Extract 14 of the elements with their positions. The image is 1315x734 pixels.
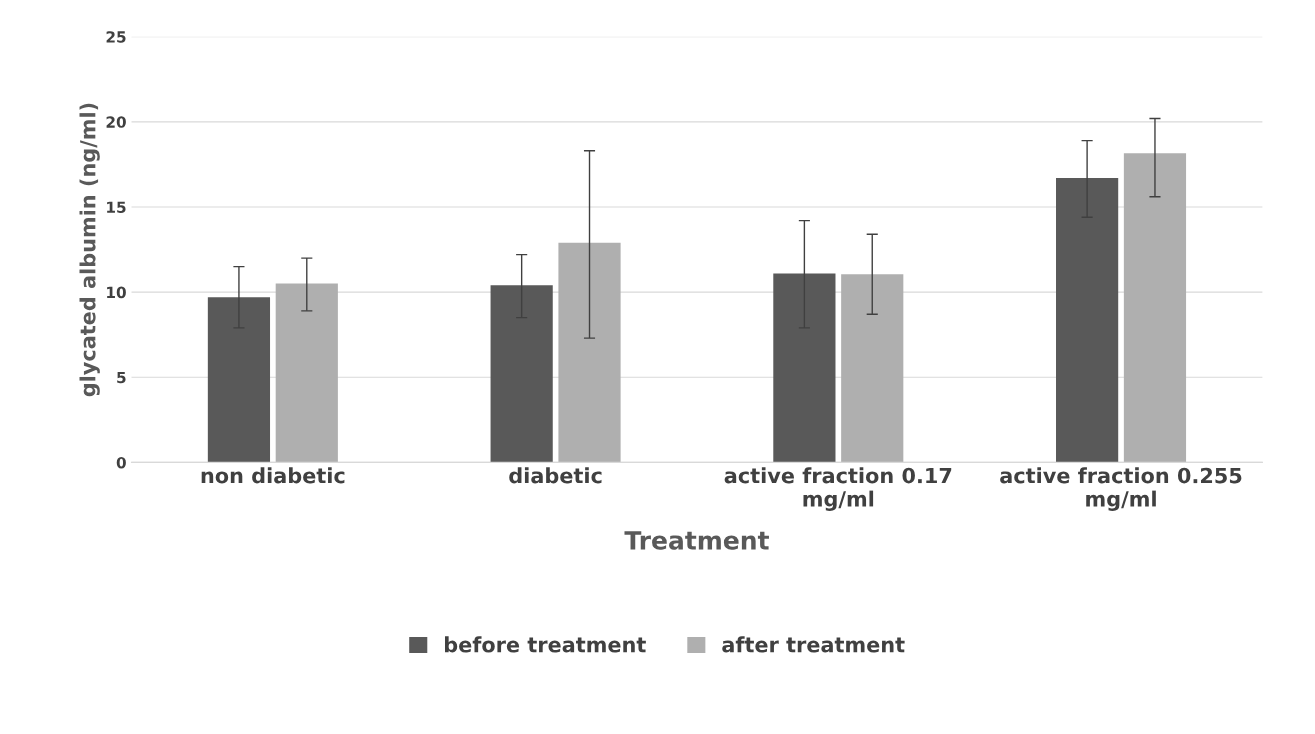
y-tick-label: 0 xyxy=(116,456,126,469)
y-tick-label: 15 xyxy=(107,201,126,214)
legend-label: after treatment xyxy=(722,636,905,653)
x-tick-label: non diabetic xyxy=(201,467,345,484)
y-tick-label: 5 xyxy=(117,371,126,384)
x-axis-title: Treatment xyxy=(624,531,769,550)
y-tick-label: 25 xyxy=(106,31,126,43)
y-tick-label: 10 xyxy=(107,286,126,299)
y-tick-label: 20 xyxy=(106,116,126,128)
x-tick-label: active fraction 0.255 mg/ml xyxy=(1000,467,1242,511)
x-tick-label: diabetic xyxy=(509,467,602,484)
legend-label: before treatment xyxy=(445,636,646,653)
y-axis-title: glycated albumin (ng/ml) xyxy=(79,103,100,397)
x-tick-label: active fraction 0.17 mg/ml xyxy=(724,467,952,511)
